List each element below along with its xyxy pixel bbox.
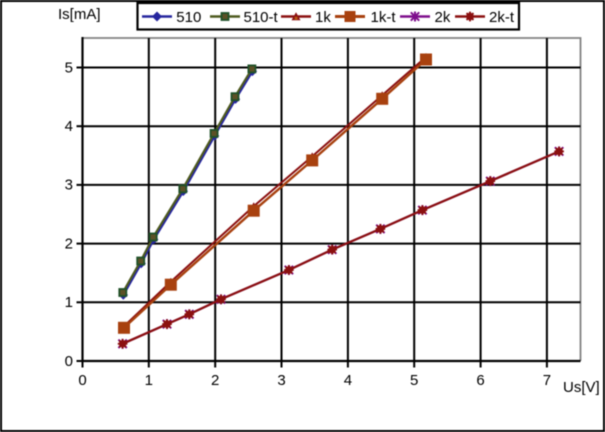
svg-text:2: 2 bbox=[65, 235, 73, 252]
svg-text:0: 0 bbox=[65, 353, 73, 370]
svg-text:7: 7 bbox=[543, 372, 551, 389]
svg-text:6: 6 bbox=[476, 372, 484, 389]
svg-text:0: 0 bbox=[78, 372, 86, 389]
svg-text:5: 5 bbox=[65, 59, 73, 76]
svg-text:2: 2 bbox=[211, 372, 219, 389]
svg-text:Is[mA]: Is[mA] bbox=[58, 6, 101, 23]
svg-text:2k-t: 2k-t bbox=[489, 9, 515, 26]
svg-text:4: 4 bbox=[65, 118, 73, 135]
svg-text:1k: 1k bbox=[315, 9, 331, 26]
svg-text:2k: 2k bbox=[435, 9, 451, 26]
svg-text:5: 5 bbox=[410, 372, 418, 389]
svg-text:4: 4 bbox=[344, 372, 352, 389]
svg-text:1k-t: 1k-t bbox=[371, 9, 397, 26]
svg-text:510: 510 bbox=[176, 9, 201, 26]
svg-text:510-t: 510-t bbox=[244, 9, 279, 26]
svg-text:1: 1 bbox=[145, 372, 153, 389]
svg-text:3: 3 bbox=[65, 177, 73, 194]
svg-text:Us[V]: Us[V] bbox=[563, 379, 600, 396]
svg-text:1: 1 bbox=[65, 294, 73, 311]
svg-text:3: 3 bbox=[277, 372, 285, 389]
